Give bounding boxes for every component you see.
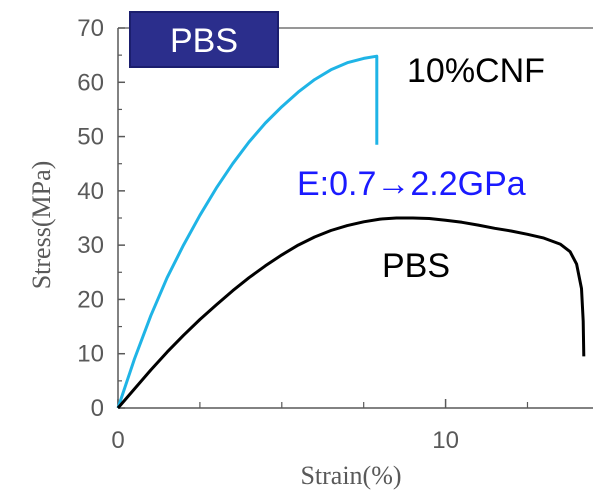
series-lines	[116, 54, 586, 409]
tick-labels: 0 10 20 30 40 50 60 70 0 10	[77, 15, 459, 454]
cnf-curve-line	[116, 54, 379, 409]
x-tick-label: 0	[111, 427, 124, 454]
y-tick-label: 20	[77, 286, 104, 313]
pbs-badge-label: PBS	[170, 22, 238, 60]
pbs-badge: PBS	[129, 11, 279, 68]
modulus-annotation: E:0.7→2.2GPa	[297, 165, 526, 203]
x-axis-title: Strain(%)	[300, 461, 401, 490]
y-axis-title: Stress(MPa)	[27, 161, 56, 290]
pbs-curve-line	[116, 216, 586, 409]
y-tick-label: 10	[77, 341, 104, 368]
y-tick-label: 40	[77, 178, 104, 205]
y-tick-label: 60	[77, 69, 104, 96]
pbs-badge-box	[129, 11, 279, 68]
pbs-curve-label: PBS	[382, 247, 450, 285]
y-tick-label: 50	[77, 124, 104, 151]
y-tick-label: 30	[77, 232, 104, 259]
y-tick-label: 0	[91, 395, 104, 422]
y-tick-label: 70	[77, 15, 104, 42]
x-tick-label: 10	[432, 427, 459, 454]
cnf-label: 10%CNF	[407, 52, 545, 90]
